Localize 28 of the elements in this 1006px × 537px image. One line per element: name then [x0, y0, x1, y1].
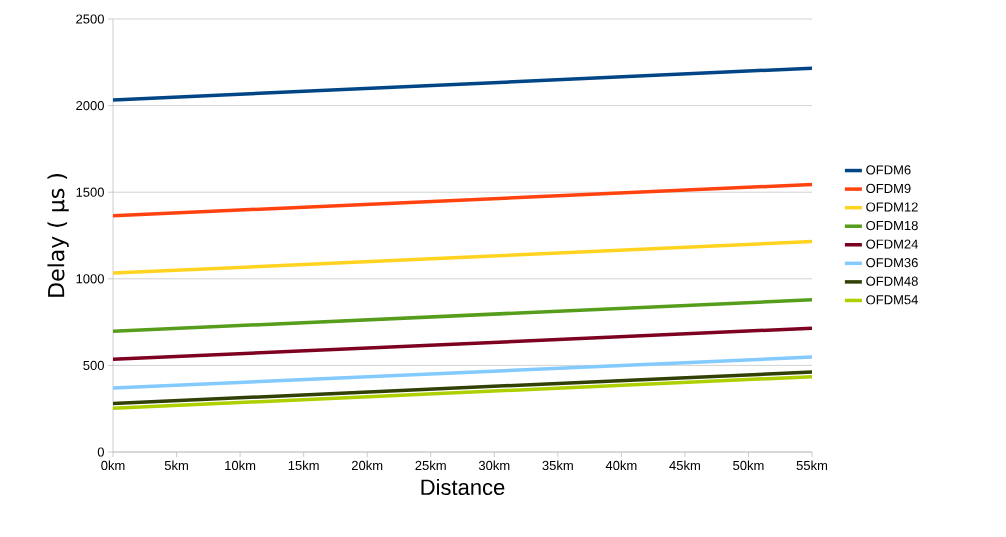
x-tick-label: 30km — [478, 460, 510, 471]
x-tick-label: 50km — [733, 460, 764, 471]
legend-label: OFDM18 — [866, 220, 918, 231]
x-tick-label: 45km — [669, 460, 700, 471]
x-tick-label: 25km — [415, 460, 446, 471]
y-tick-label: 0 — [97, 447, 104, 457]
x-tick-label: 40km — [605, 460, 637, 471]
x-tick-label: 15km — [288, 460, 319, 471]
x-tick-label: 5km — [164, 460, 188, 471]
x-tick-label: 10km — [225, 460, 256, 471]
y-tick-label: 2500 — [76, 14, 104, 24]
legend-label: OFDM36 — [866, 258, 918, 268]
legend-label: OFDM24 — [866, 239, 918, 249]
legend-label: OFDM9 — [866, 183, 911, 194]
y-tick-label: 1500 — [76, 187, 104, 197]
legend-label: OFDM48 — [866, 276, 918, 286]
legend-label: OFDM54 — [866, 295, 918, 305]
legend-label: OFDM6 — [866, 165, 911, 175]
y-tick-label: 2000 — [76, 100, 104, 111]
y-axis-title: Delay ( μs ) — [47, 174, 69, 297]
x-tick-label: 0km — [101, 460, 125, 471]
y-tick-label: 500 — [83, 360, 104, 370]
x-tick-label: 35km — [542, 460, 573, 471]
x-tick-label: 55km — [796, 460, 828, 471]
y-tick-label: 1000 — [76, 274, 104, 284]
x-axis-title: Distance — [421, 478, 505, 496]
legend-label: OFDM12 — [866, 202, 918, 212]
x-tick-label: 20km — [351, 460, 383, 471]
